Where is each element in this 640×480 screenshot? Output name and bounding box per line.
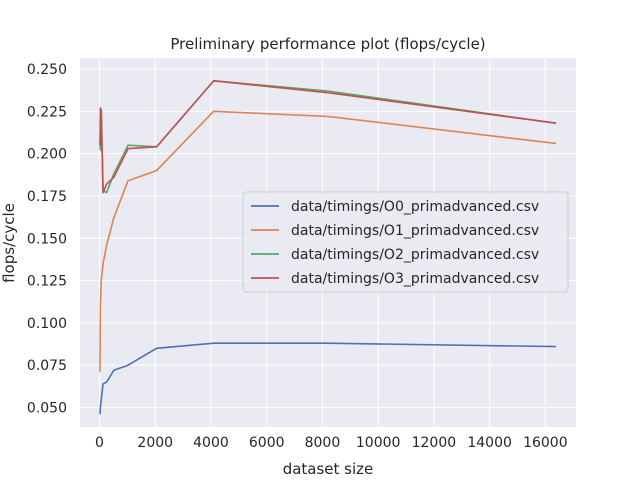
legend: data/timings/O0_primadvanced.csv data/tim… <box>242 191 569 293</box>
series-line-3 <box>99 80 557 194</box>
legend-label: data/timings/O2_primadvanced.csv <box>291 247 539 263</box>
x-tick-label: 0 <box>95 435 104 451</box>
legend-box <box>242 191 569 293</box>
x-axis-title: dataset size <box>283 460 374 478</box>
y-tick-label: 0.100 <box>27 316 67 332</box>
series-line-1 <box>99 110 557 372</box>
y-tick-label: 0.125 <box>27 274 67 290</box>
legend-label: data/timings/O0_primadvanced.csv <box>291 199 539 215</box>
y-axis-ticks: 0.050 0.075 0.100 0.125 0.150 0.175 0.200 0.225… <box>27 62 67 417</box>
x-axis-ticks: 0 2000 4000 6000 8000 10000 12000 14000 16000 <box>95 435 568 451</box>
y-tick-label: 0.200 <box>27 147 67 163</box>
y-tick-label: 0.050 <box>27 401 67 417</box>
y-tick-label: 0.225 <box>27 104 67 120</box>
chart-title: Preliminary performance plot (flops/cycl… <box>170 35 485 53</box>
y-tick-label: 0.075 <box>27 358 67 374</box>
y-tick-label: 0.250 <box>27 62 67 78</box>
legend-label: data/timings/O1_primadvanced.csv <box>291 223 539 239</box>
series-group <box>99 80 557 415</box>
x-tick-label: 8000 <box>305 435 341 451</box>
x-tick-label: 10000 <box>356 435 401 451</box>
legend-label: data/timings/O3_primadvanced.csv <box>291 271 539 287</box>
x-tick-label: 16000 <box>523 435 568 451</box>
x-tick-label: 4000 <box>193 435 229 451</box>
x-tick-label: 14000 <box>467 435 512 451</box>
y-axis-title: flops/cycle <box>0 203 18 283</box>
x-tick-label: 12000 <box>412 435 457 451</box>
y-tick-label: 0.150 <box>27 231 67 247</box>
series-line-0 <box>99 342 557 415</box>
x-tick-label: 6000 <box>249 435 285 451</box>
x-tick-label: 2000 <box>137 435 173 451</box>
y-tick-label: 0.175 <box>27 189 67 205</box>
